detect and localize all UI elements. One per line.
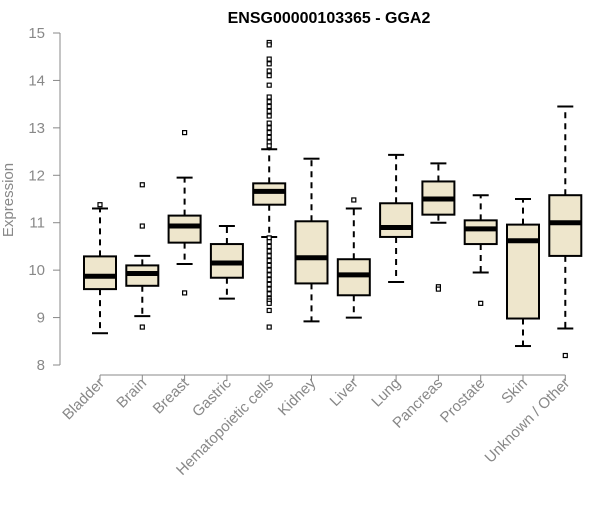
outlier-point bbox=[266, 267, 272, 273]
outlier-point bbox=[266, 94, 272, 100]
outlier-point bbox=[139, 223, 145, 229]
y-tick-label: 8 bbox=[37, 357, 45, 374]
outlier-point bbox=[97, 202, 103, 208]
outlier-point bbox=[182, 130, 188, 136]
outlier-point bbox=[266, 243, 272, 250]
iqr-box bbox=[167, 214, 202, 244]
y-tick-label: 9 bbox=[37, 310, 45, 327]
iqr-box bbox=[252, 182, 287, 206]
outlier-point bbox=[266, 56, 272, 62]
outlier-point bbox=[266, 42, 272, 48]
outlier-point bbox=[266, 262, 272, 268]
x-tick-label: Skin bbox=[498, 375, 531, 408]
box-bladder bbox=[83, 202, 117, 335]
outlier-point bbox=[266, 120, 272, 126]
box-liver bbox=[336, 197, 371, 319]
outlier-point bbox=[478, 300, 484, 306]
box-pancreas bbox=[421, 162, 456, 292]
outlier-point bbox=[266, 61, 272, 67]
outlier-point bbox=[266, 73, 272, 79]
outlier-point bbox=[182, 290, 188, 296]
outlier-point bbox=[266, 281, 272, 287]
box-prostate bbox=[463, 194, 498, 306]
x-tick-label: Brain bbox=[113, 375, 150, 412]
outlier-point bbox=[435, 286, 441, 292]
box-brain bbox=[125, 182, 160, 330]
outlier-point bbox=[266, 125, 272, 131]
outlier-point bbox=[266, 324, 272, 330]
x-tick-label: Lung bbox=[368, 375, 404, 411]
outlier-point bbox=[266, 253, 272, 259]
box-skin bbox=[506, 198, 540, 348]
y-tick-label: 12 bbox=[28, 167, 45, 184]
outlier-point bbox=[266, 272, 272, 278]
outlier-point bbox=[139, 182, 145, 188]
outlier-point bbox=[266, 239, 272, 245]
outlier-point bbox=[266, 99, 272, 105]
y-axis: 8 9 10 11 12 13 14 15 bbox=[28, 25, 61, 374]
x-tick-label: Liver bbox=[327, 375, 362, 410]
outlier-point bbox=[139, 324, 145, 330]
x-tick-label: Breast bbox=[150, 374, 193, 417]
outlier-point bbox=[266, 307, 272, 314]
outlier-point bbox=[266, 130, 272, 136]
outlier-point bbox=[266, 108, 272, 114]
x-tick-label: Prostate bbox=[437, 375, 489, 427]
y-tick-label: 13 bbox=[28, 120, 45, 137]
outlier-point bbox=[266, 113, 272, 119]
outlier-point bbox=[562, 352, 568, 359]
box-unknown-other bbox=[548, 105, 583, 359]
outlier-point bbox=[266, 248, 272, 254]
outlier-point bbox=[266, 82, 272, 88]
x-tick-label: Kidney bbox=[275, 374, 320, 419]
outlier-point bbox=[266, 134, 272, 140]
outlier-point bbox=[266, 143, 272, 149]
y-tick-label: 15 bbox=[28, 25, 45, 42]
box-kidney bbox=[294, 157, 329, 323]
iqr-box bbox=[463, 219, 498, 246]
box-lung bbox=[379, 153, 414, 283]
y-axis-label: Expression bbox=[0, 163, 17, 237]
iqr-box bbox=[294, 220, 329, 285]
outlier-point bbox=[266, 300, 272, 306]
y-tick-label: 11 bbox=[29, 215, 45, 232]
x-tick-label: Bladder bbox=[59, 375, 108, 424]
outlier-point bbox=[266, 291, 272, 297]
box-hematopoietic-cells bbox=[252, 39, 287, 330]
outlier-point bbox=[266, 277, 272, 283]
y-tick-label: 14 bbox=[28, 72, 45, 89]
iqr-box bbox=[83, 255, 117, 291]
chart-title: ENSG00000103365 - GGA2 bbox=[228, 10, 431, 27]
outlier-point bbox=[266, 286, 272, 292]
iqr-box bbox=[379, 202, 414, 238]
box-gastric bbox=[209, 225, 244, 300]
box-breast bbox=[167, 130, 202, 296]
outlier-point bbox=[266, 258, 272, 264]
y-tick-label: 10 bbox=[28, 262, 45, 279]
outlier-point bbox=[266, 103, 272, 110]
iqr-box bbox=[548, 194, 583, 257]
outlier-point bbox=[266, 68, 272, 74]
boxes-group bbox=[83, 39, 583, 359]
outlier-point bbox=[351, 197, 357, 203]
